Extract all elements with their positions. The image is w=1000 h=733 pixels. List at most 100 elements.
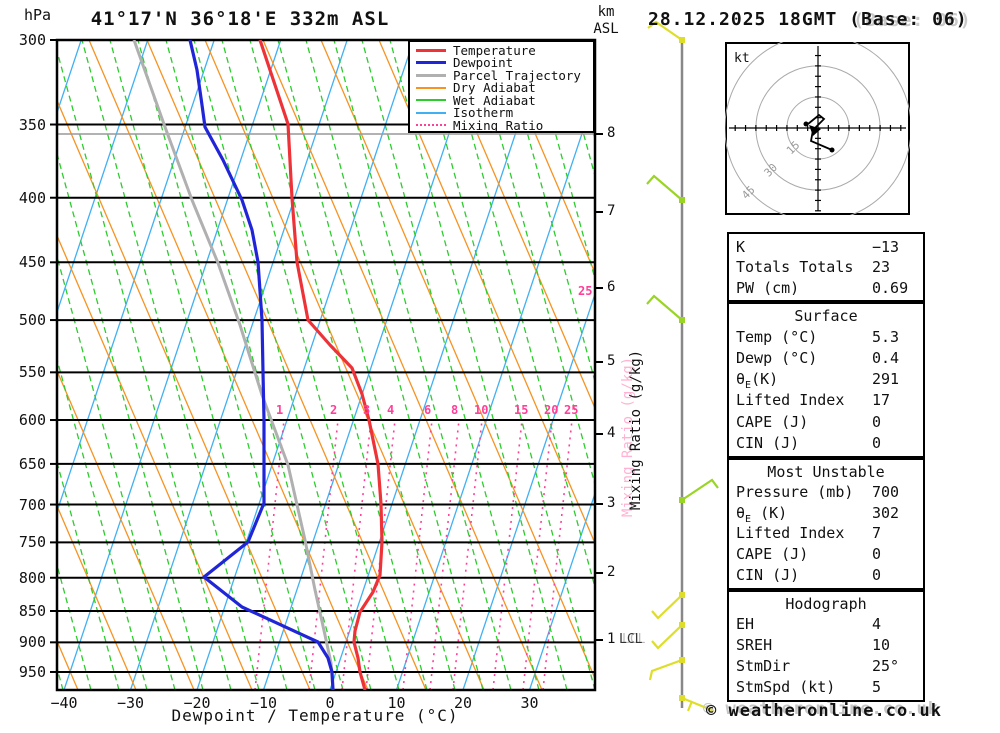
mixing-ratio-stray-label: 25 xyxy=(578,284,593,298)
dry-adiabat-line xyxy=(57,234,253,690)
background-grid xyxy=(57,40,595,690)
panel-row-value: 0 xyxy=(872,412,882,431)
temperature-legend-swatch xyxy=(416,48,446,52)
parcel-trajectory-curve xyxy=(132,40,335,690)
panel-row-label: CIN (J) xyxy=(736,433,800,452)
panel-row: Totals Totals 23 xyxy=(736,257,923,277)
wet-adiabat-line xyxy=(249,40,428,690)
panel-row-label: StmDir xyxy=(736,657,791,675)
km-tick-label: 2 xyxy=(607,564,616,580)
mixing-ratio-value-label: 1 xyxy=(276,403,284,417)
legend-item: Temperature xyxy=(416,43,593,58)
temp-tick-label: 30 xyxy=(520,694,539,712)
dewpoint-curve xyxy=(188,40,335,690)
panel-row-label: EH xyxy=(736,615,755,633)
mixing-ratio-value-label: 25 xyxy=(564,403,579,417)
km-tick-label: 1 xyxy=(607,631,616,647)
hodograph-arrowhead xyxy=(809,125,821,136)
panel-row: K −13 xyxy=(736,237,923,257)
km-tick-label: 7 xyxy=(607,203,616,219)
panel-row-value: 0 xyxy=(872,545,882,564)
panel-row-value: 5.3 xyxy=(872,327,900,346)
wet-adiabat-line xyxy=(109,40,288,690)
wind-barb xyxy=(646,174,683,201)
km-tick-label: 5 xyxy=(607,353,616,369)
dry-adiabat-line xyxy=(436,40,595,410)
header-datetime: 28.12.2025 18GMT (Base: 06) xyxy=(648,9,968,30)
panel-row-value: 5 xyxy=(872,678,882,696)
panel-row-label: PW (cm) xyxy=(736,278,800,297)
legend-item: Mixing Ratio xyxy=(416,118,593,133)
hodograph-trace-dot xyxy=(803,121,809,127)
copyright: © weatheronline.co.uk xyxy=(706,701,942,721)
mixing-ratio-value-label: 15 xyxy=(514,403,529,417)
panel-row-label: θE (K) xyxy=(736,503,788,525)
chart-title: 41°17'N 36°18'E 332m ASL xyxy=(90,8,390,30)
mixing-ratio-line xyxy=(542,419,573,690)
panel-row-label: Dewp (°C) xyxy=(736,348,818,367)
temperature-curve xyxy=(258,40,384,690)
parcel-trajectory-legend-swatch xyxy=(416,73,446,77)
legend-item-label: Wet Adiabat xyxy=(453,92,536,108)
panel-section-header: Surface xyxy=(794,307,858,326)
wet-adiabat-line xyxy=(389,40,568,690)
isotherm-line xyxy=(196,40,415,690)
wet-adiabat-line xyxy=(57,48,232,690)
wind-barb-node xyxy=(679,317,685,323)
panel-row-label: CAPE (J) xyxy=(736,545,809,564)
wind-barb xyxy=(686,700,694,712)
panel-row-value: 700 xyxy=(872,482,900,501)
pressure-tick-label: 300 xyxy=(18,31,46,49)
panel-row-label: Lifted Index xyxy=(736,391,845,410)
dry-adiabat-line xyxy=(262,40,543,690)
panel-row: Pressure (mb) 700 xyxy=(736,482,923,502)
wind-barb xyxy=(651,594,683,620)
pressure-tick-label: 650 xyxy=(18,454,46,473)
temp-tick-label: −30 xyxy=(116,694,145,712)
panel-section-indices: K −13 Totals Totals 23 PW (cm) 0.69 xyxy=(727,232,925,302)
panel-row-label: Lifted Index xyxy=(736,524,845,543)
x-axis-title: Dewpoint / Temperature (°C) xyxy=(171,706,459,725)
wind-barb-node xyxy=(679,37,685,43)
altitude-unit-label: km ASL xyxy=(586,4,626,38)
wind-barb xyxy=(648,658,683,681)
km-tick-label: 3 xyxy=(607,495,616,511)
header-date-text: 28.12.2025 18GMT xyxy=(648,9,838,30)
wind-barb xyxy=(681,478,719,501)
wind-barb xyxy=(646,294,683,321)
wet-adiabat-line xyxy=(333,40,512,690)
panel-row-value: −13 xyxy=(872,237,900,256)
wind-barb-node xyxy=(679,497,685,503)
wet-adiabat-line xyxy=(361,40,540,690)
isotherm-line xyxy=(57,40,215,514)
legend-item-label: Dry Adiabat xyxy=(453,80,536,96)
legend-item: Parcel Trajectory xyxy=(416,68,593,83)
wet-adiabat-line xyxy=(193,40,372,690)
panel-row: Lifted Index 17 xyxy=(736,390,923,410)
mixing-ratio-axis-label: Mixing Ratio (g/kg) xyxy=(628,349,644,511)
panel-row-value: 0.4 xyxy=(872,348,900,367)
pressure-tick-label: 850 xyxy=(18,601,46,620)
legend-item: Wet Adiabat xyxy=(416,92,593,108)
panel-row-label: Pressure (mb) xyxy=(736,482,854,501)
panel-section-hodograph: Hodograph EH 4 SREH 10 StmDir 25° StmSpd (kt) 5 xyxy=(727,590,925,702)
panel-section-header: Most Unstable xyxy=(767,462,885,481)
temp-tick-label: 10 xyxy=(387,694,406,712)
panel-section-most-unstable: Most Unstable Pressure (mb) 700 θE (K) 302 Li… xyxy=(727,458,925,590)
panel-row-label: SREH xyxy=(736,636,773,654)
panel-row-value: 7 xyxy=(872,524,882,543)
dry-adiabat-line xyxy=(494,40,595,275)
pressure-tick-label: 700 xyxy=(18,495,46,514)
wet-adiabat-line xyxy=(529,40,595,282)
dry-adiabat-line xyxy=(57,98,311,690)
legend-item: Isotherm xyxy=(416,105,593,121)
wind-barb xyxy=(651,624,683,650)
dry-adiabat-legend-swatch xyxy=(416,86,446,89)
mixing-ratio-line xyxy=(452,419,483,690)
altitude-unit-km: km xyxy=(597,4,615,20)
legend-item-label: Isotherm xyxy=(453,105,514,121)
wet-adiabat-line xyxy=(445,40,595,590)
panel-row-label: K xyxy=(736,237,746,256)
dewpoint-legend-swatch xyxy=(416,61,446,65)
